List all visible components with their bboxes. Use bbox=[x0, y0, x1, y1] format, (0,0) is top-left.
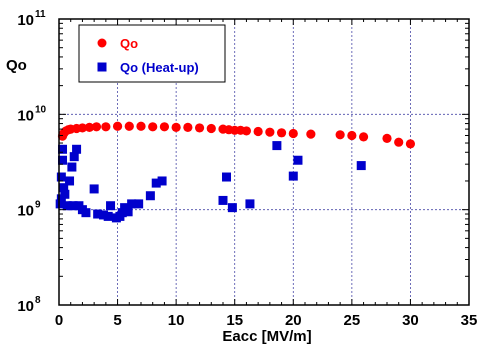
data-point-qo bbox=[405, 139, 416, 149]
data-point-qo bbox=[253, 126, 263, 137]
data-point-qo-heat-up bbox=[145, 191, 155, 201]
x-tick-label: 20 bbox=[285, 312, 302, 329]
data-point-qo-heat-up bbox=[55, 199, 65, 209]
legend-box bbox=[78, 24, 226, 83]
data-point-qo-heat-up bbox=[67, 162, 77, 172]
x-tick-label: 0 bbox=[55, 312, 63, 329]
y-tick-exponent: 10 bbox=[35, 104, 47, 115]
data-point-qo bbox=[112, 121, 123, 131]
data-point-qo bbox=[136, 121, 146, 131]
data-point-qo-heat-up bbox=[272, 141, 282, 151]
legend-marker-qo bbox=[97, 38, 107, 48]
data-point-qo bbox=[347, 130, 357, 141]
data-point-qo-heat-up bbox=[58, 155, 68, 165]
data-point-qo-heat-up bbox=[127, 199, 137, 209]
y-tick-base: 10 bbox=[17, 107, 34, 124]
data-point-qo bbox=[241, 126, 252, 136]
data-point-qo-heat-up bbox=[65, 176, 75, 186]
x-tick-label: 25 bbox=[344, 312, 361, 329]
data-point-qo-heat-up bbox=[68, 201, 78, 211]
data-point-qo-heat-up bbox=[72, 144, 82, 154]
y-tick-label: 10 bbox=[17, 12, 34, 29]
data-point-qo bbox=[194, 123, 205, 133]
data-point-qo bbox=[183, 122, 193, 132]
data-point-qo-heat-up bbox=[134, 199, 144, 209]
y-tick-label: 10 bbox=[17, 203, 34, 220]
y-tick-base: 10 bbox=[17, 203, 34, 220]
data-point-qo-heat-up bbox=[151, 178, 161, 188]
data-point-qo-heat-up bbox=[69, 152, 79, 162]
legend-marker-qo-heat-up bbox=[97, 62, 107, 72]
legend: Qo Qo (Heat-up) bbox=[78, 24, 226, 83]
plot-markers bbox=[55, 121, 416, 223]
data-point-qo bbox=[101, 122, 111, 132]
data-point-qo-heat-up bbox=[59, 183, 69, 193]
y-tick-label: 10 bbox=[17, 107, 34, 124]
data-point-qo bbox=[91, 122, 102, 132]
data-point-qo-heat-up bbox=[58, 144, 68, 154]
data-point-qo-heat-up bbox=[60, 189, 70, 199]
data-point-qo bbox=[206, 123, 216, 134]
data-point-qo bbox=[335, 130, 345, 140]
y-tick-exponent: 8 bbox=[35, 295, 41, 306]
y-axis-label: Qo bbox=[6, 57, 27, 74]
plot-frame bbox=[58, 18, 470, 306]
data-point-qo-heat-up bbox=[89, 184, 99, 194]
data-point-qo-heat-up bbox=[99, 210, 109, 220]
data-point-qo-heat-up bbox=[106, 201, 116, 211]
data-point-qo-heat-up bbox=[103, 211, 113, 221]
x-tick-label: 10 bbox=[168, 312, 185, 329]
data-point-qo-heat-up bbox=[356, 161, 366, 171]
data-point-qo bbox=[394, 137, 404, 147]
data-point-qo-heat-up bbox=[218, 195, 228, 205]
data-point-qo bbox=[124, 121, 134, 131]
data-point-qo-heat-up bbox=[288, 171, 298, 181]
data-point-qo bbox=[77, 123, 88, 133]
y-tick-base: 10 bbox=[17, 12, 34, 29]
data-point-qo-heat-up bbox=[56, 172, 66, 182]
data-point-qo-heat-up bbox=[93, 209, 103, 219]
x-tick-label: 35 bbox=[461, 312, 478, 329]
x-tick-label: 5 bbox=[113, 312, 121, 329]
data-point-qo-heat-up bbox=[227, 203, 237, 213]
data-point-qo-heat-up bbox=[157, 176, 167, 186]
data-point-qo bbox=[265, 127, 275, 137]
data-point-qo bbox=[306, 129, 316, 139]
data-point-qo bbox=[382, 133, 392, 143]
series-1 bbox=[55, 141, 366, 223]
y-tick-exponent: 11 bbox=[35, 9, 46, 20]
legend-label-qo-heat-up: Qo (Heat-up) bbox=[120, 60, 199, 75]
data-point-qo bbox=[148, 122, 158, 132]
data-point-qo-heat-up bbox=[117, 208, 127, 218]
y-tick-label: 10 bbox=[17, 298, 34, 315]
data-point-qo-heat-up bbox=[62, 201, 72, 211]
y-tick-exponent: 9 bbox=[35, 200, 41, 211]
data-point-qo bbox=[84, 122, 95, 132]
y-tick-base: 10 bbox=[17, 298, 34, 315]
data-point-qo-heat-up bbox=[81, 208, 91, 218]
data-point-qo bbox=[159, 122, 170, 132]
data-point-qo bbox=[276, 128, 287, 138]
x-tick-label: 15 bbox=[226, 312, 243, 329]
data-point-qo-heat-up bbox=[123, 207, 133, 217]
data-point-qo-heat-up bbox=[222, 172, 232, 182]
data-point-qo bbox=[358, 132, 369, 142]
data-point-qo bbox=[288, 128, 298, 139]
x-axis-label: Eacc [MV/m] bbox=[222, 328, 311, 345]
data-point-qo bbox=[171, 122, 181, 132]
data-point-qo-heat-up bbox=[56, 194, 66, 204]
x-tick-label: 30 bbox=[402, 312, 419, 329]
series-0 bbox=[57, 121, 416, 149]
data-point-qo-heat-up bbox=[245, 199, 255, 209]
legend-label-qo: Qo bbox=[120, 36, 138, 51]
data-point-qo-heat-up bbox=[293, 155, 303, 165]
